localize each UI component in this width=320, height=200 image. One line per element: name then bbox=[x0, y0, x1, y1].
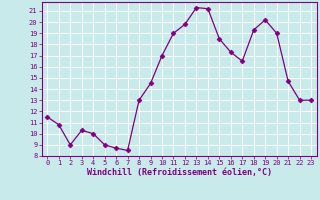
X-axis label: Windchill (Refroidissement éolien,°C): Windchill (Refroidissement éolien,°C) bbox=[87, 168, 272, 177]
